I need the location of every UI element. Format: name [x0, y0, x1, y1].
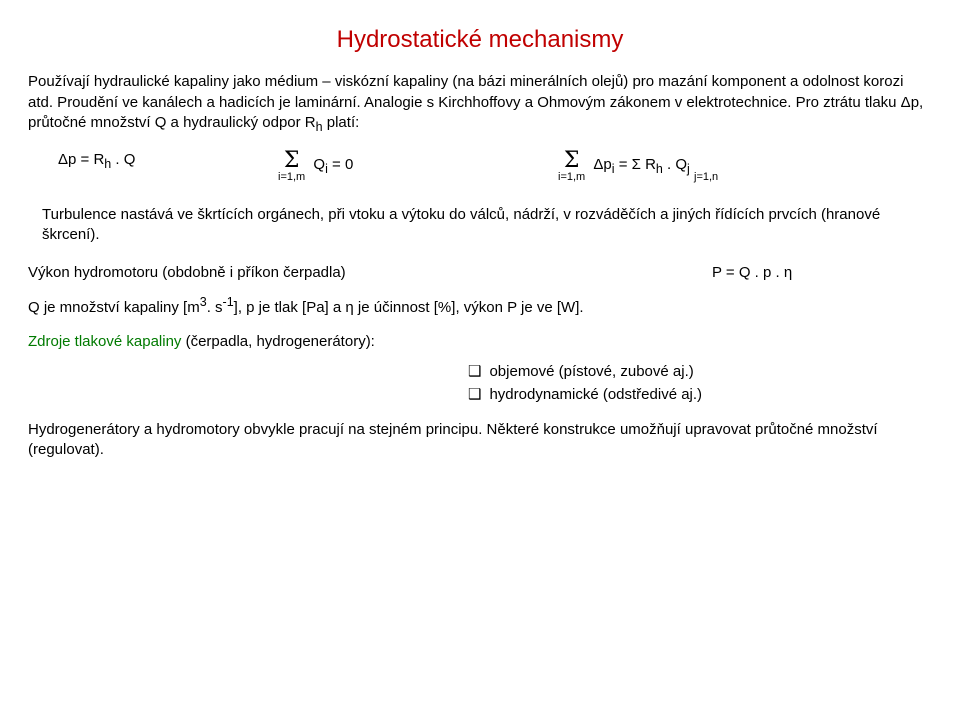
- eq2-pre: Q: [313, 156, 325, 173]
- equation-3: Σ i=1,m Δpi = Σ Rh . Qj Σ j=1,n: [558, 150, 932, 183]
- sigma-block-2: Σ i=1,m: [558, 150, 585, 183]
- units-mid: . s: [207, 299, 223, 316]
- sigma-range-2: i=1,m: [558, 172, 585, 183]
- eq1-tail: . Q: [111, 151, 135, 168]
- final-paragraph: Hydrogenerátory a hydromotory obvykle pr…: [28, 420, 932, 461]
- turbulence-text: Turbulence nastává ve škrtících orgánech…: [42, 206, 880, 243]
- eq3-tail: . Q: [663, 156, 687, 173]
- sources-tail: (čerpadla, hydrogenerátory):: [181, 333, 374, 350]
- sources-line: Zdroje tlakové kapaliny (čerpadla, hydro…: [28, 332, 932, 352]
- turbulence-paragraph: Turbulence nastává ve škrtících orgánech…: [42, 205, 932, 246]
- sigma-range-3: j=1,n: [694, 172, 718, 183]
- list-item: hydrodynamické (odstředivé aj.): [468, 385, 932, 405]
- intro-sub-h: h: [316, 120, 323, 134]
- units-tail: ], p je tlak [Pa] a η je účinnost [%], v…: [234, 299, 584, 316]
- eq2-body: Qi = 0: [313, 155, 353, 178]
- power-formula: P = Q . p . η: [712, 263, 932, 283]
- eq3-sub-h: h: [656, 162, 663, 176]
- power-row: Výkon hydromotoru (obdobně i příkon čerp…: [28, 263, 932, 283]
- eq1-text: Δp = R: [58, 151, 104, 168]
- units-paragraph: Q je množství kapaliny [m3. s-1], p je t…: [28, 294, 932, 318]
- sources-label: Zdroje tlakové kapaliny: [28, 333, 181, 350]
- power-label: Výkon hydromotoru (obdobně i příkon čerp…: [28, 263, 712, 283]
- page-title: Hydrostatické mechanismy: [28, 24, 932, 56]
- eq2-tail: = 0: [328, 156, 353, 173]
- units-pre: Q je množství kapaliny [m: [28, 299, 200, 316]
- sources-list: objemové (pístové, zubové aj.) hydrodyna…: [468, 362, 932, 406]
- list-item: objemové (pístové, zubové aj.): [468, 362, 932, 382]
- units-sup-neg1: -1: [223, 295, 234, 309]
- intro-text-2: platí:: [323, 114, 360, 131]
- intro-text-1: Používají hydraulické kapaliny jako médi…: [28, 73, 923, 131]
- eq3-sub-j: j: [687, 162, 690, 176]
- equation-1: Δp = Rh . Q: [58, 150, 278, 173]
- intro-paragraph: Používají hydraulické kapaliny jako médi…: [28, 72, 932, 135]
- sigma-block-3: Σ j=1,n: [606, 150, 630, 183]
- equation-2: Σ i=1,m Qi = 0: [278, 150, 558, 183]
- sigma-block-1: Σ i=1,m: [278, 150, 305, 183]
- units-sup-3: 3: [200, 295, 207, 309]
- sigma-symbol-2: Σ: [564, 148, 580, 173]
- sigma-range-1: i=1,m: [278, 172, 305, 183]
- sigma-symbol: Σ: [284, 148, 300, 173]
- equations-row: Δp = Rh . Q Σ i=1,m Qi = 0 Σ i=1,m Δpi =…: [58, 150, 932, 183]
